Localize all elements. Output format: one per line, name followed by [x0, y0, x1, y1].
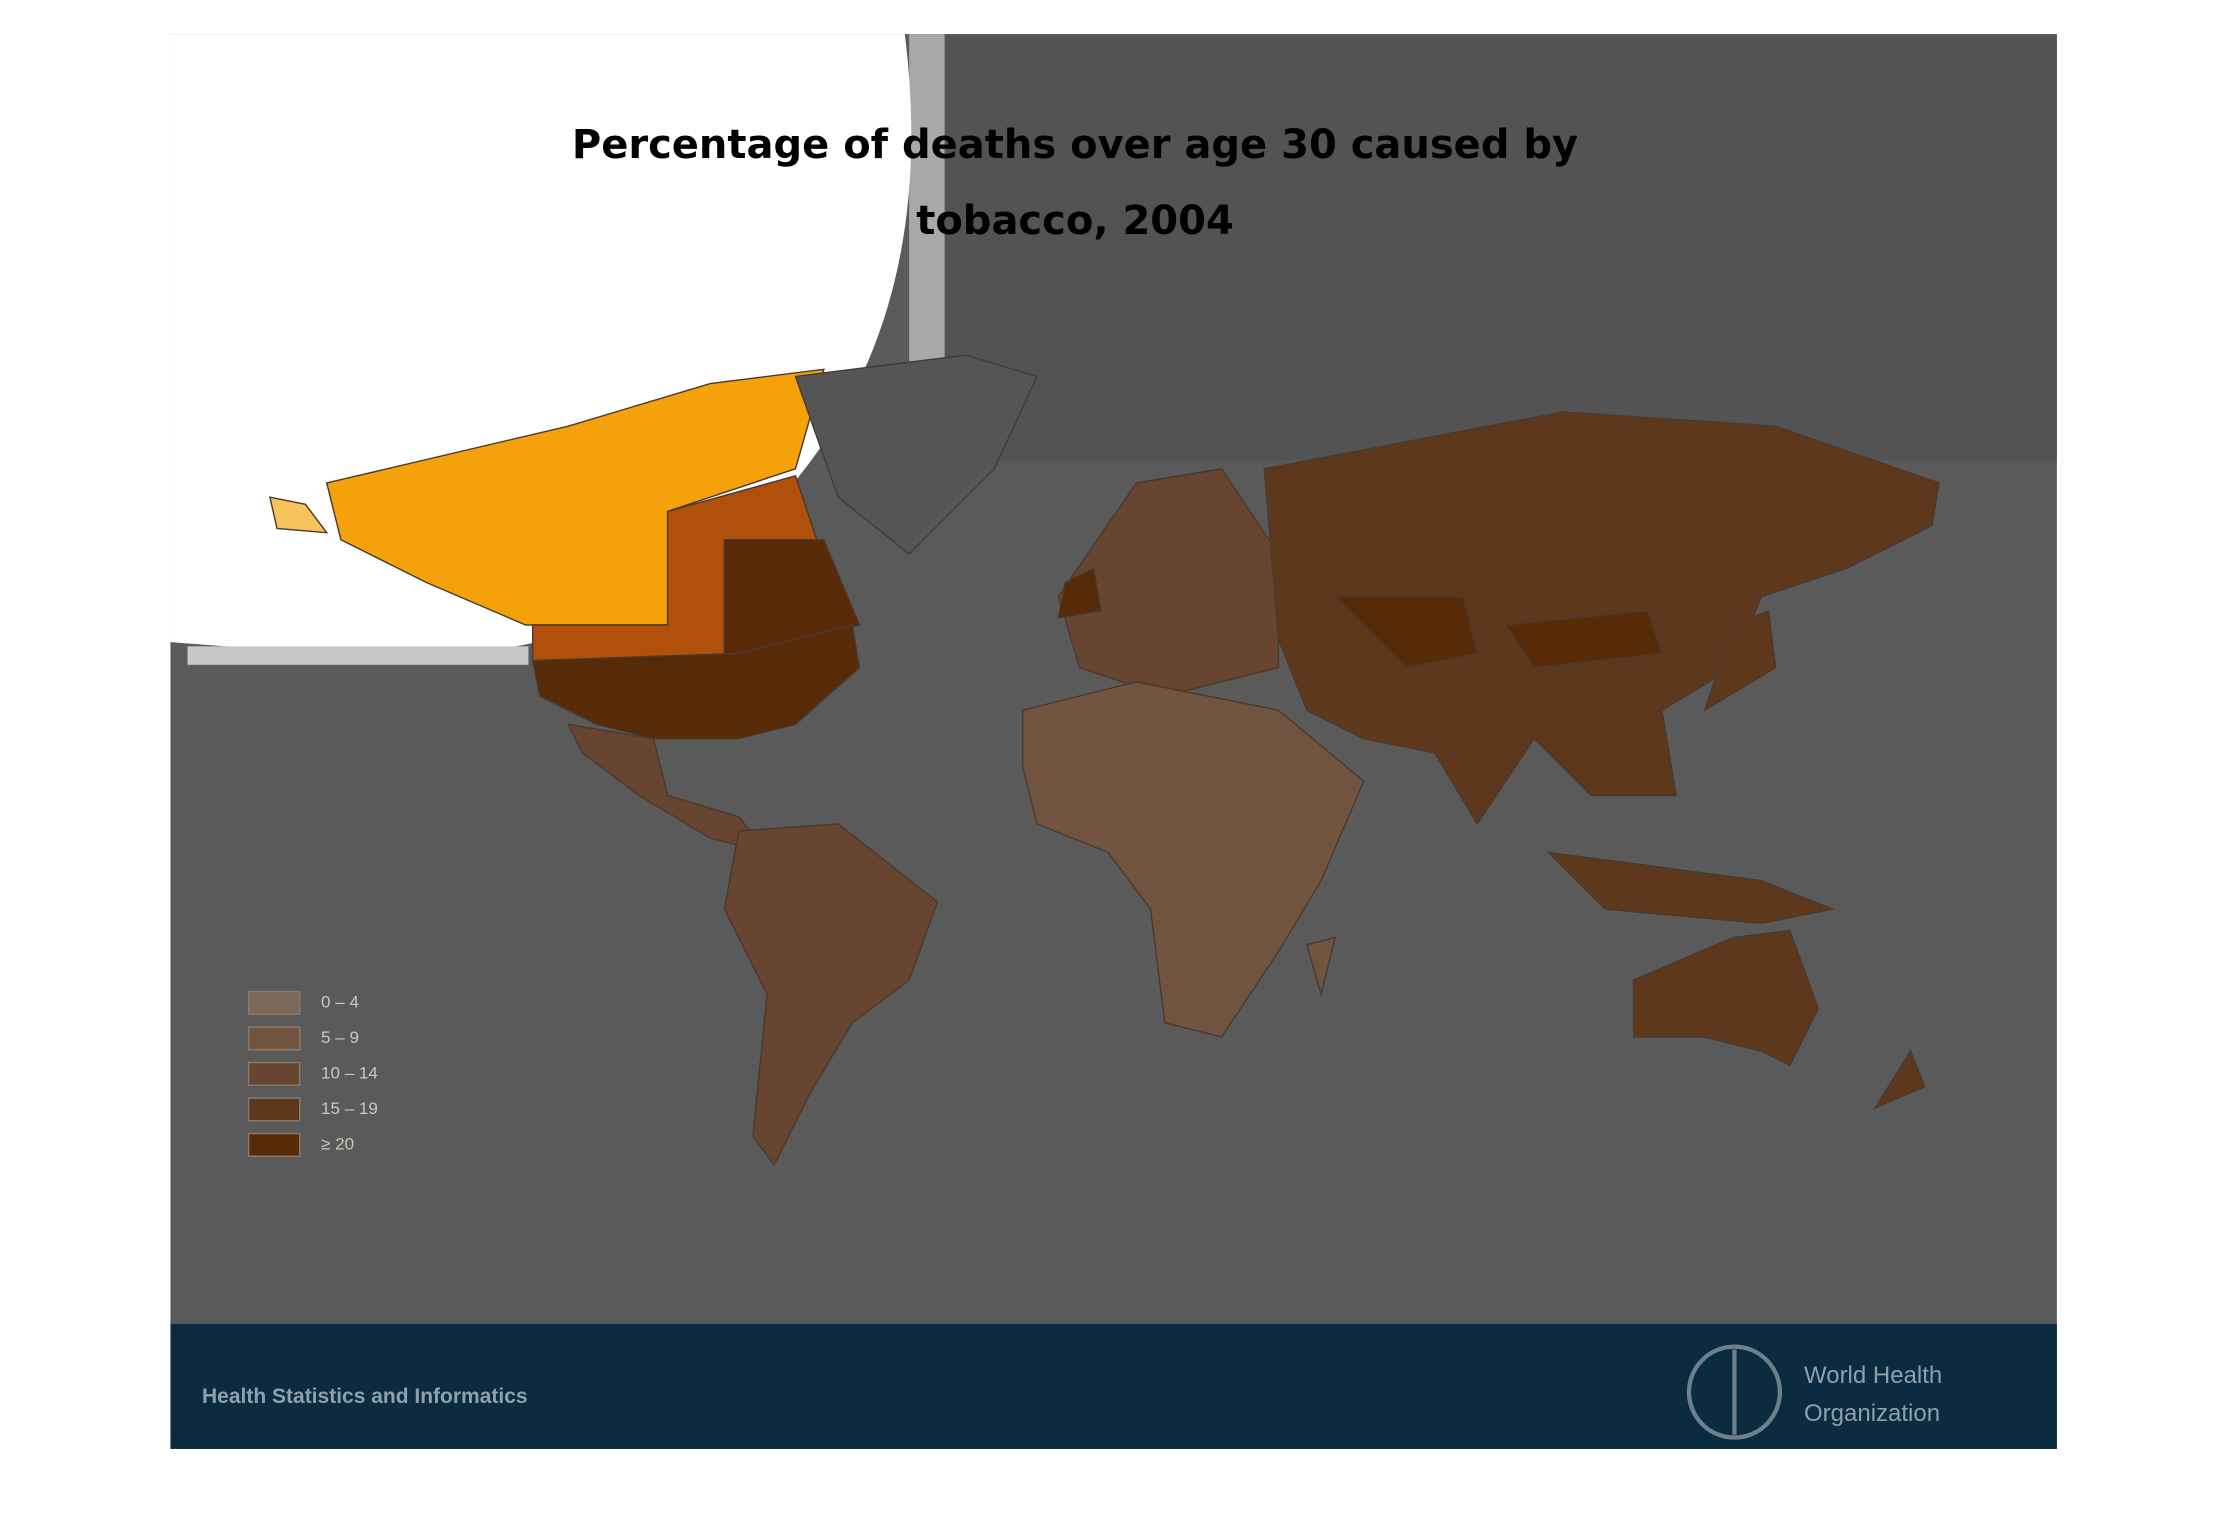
org-name: Organization	[1804, 1400, 1940, 1427]
usa	[531, 624, 861, 740]
greenland	[794, 354, 1038, 555]
legend-label: 15 – 19	[321, 1099, 378, 1118]
uk	[1057, 567, 1102, 619]
legend-label: ≥ 20	[321, 1134, 354, 1153]
top-shade	[944, 34, 2057, 461]
world-map	[268, 354, 1940, 1167]
footer-band	[170, 1323, 2057, 1449]
overlay-edge	[187, 646, 529, 665]
legend-swatch	[247, 990, 301, 1015]
legend-label: 0 – 4	[321, 992, 359, 1011]
kazakhstan	[1333, 595, 1479, 669]
legend-swatch	[247, 1132, 301, 1157]
who-logo	[1686, 1344, 1783, 1440]
madagascar	[1305, 936, 1337, 998]
japan	[1703, 609, 1777, 712]
mongolia	[1504, 610, 1663, 669]
africa	[1022, 681, 1365, 1038]
legend-label: 5 – 9	[321, 1028, 359, 1047]
org-name: World Health	[1804, 1362, 1942, 1389]
south-america	[723, 823, 939, 1167]
legend-swatch	[247, 1061, 301, 1086]
legend-label: 10 – 14	[321, 1063, 378, 1082]
legend-swatch	[247, 1026, 301, 1051]
new-zealand	[1873, 1049, 1926, 1110]
slide-content: 0 – 4 5 – 9 10 – 14 15 – 19 ≥ 20	[170, 34, 2057, 1449]
title-line: Percentage of deaths over age 30 caused …	[572, 122, 1578, 168]
indonesia	[1546, 851, 1835, 925]
legend: 0 – 4 5 – 9 10 – 14 15 – 19 ≥ 20	[247, 990, 378, 1157]
title-line: tobacco, 2004	[916, 198, 1234, 244]
alaska	[268, 496, 329, 534]
footer-text: Health Statistics and Informatics	[202, 1385, 528, 1408]
canada-east	[723, 539, 861, 662]
australia	[1632, 929, 1820, 1067]
legend-swatch	[247, 1097, 301, 1122]
